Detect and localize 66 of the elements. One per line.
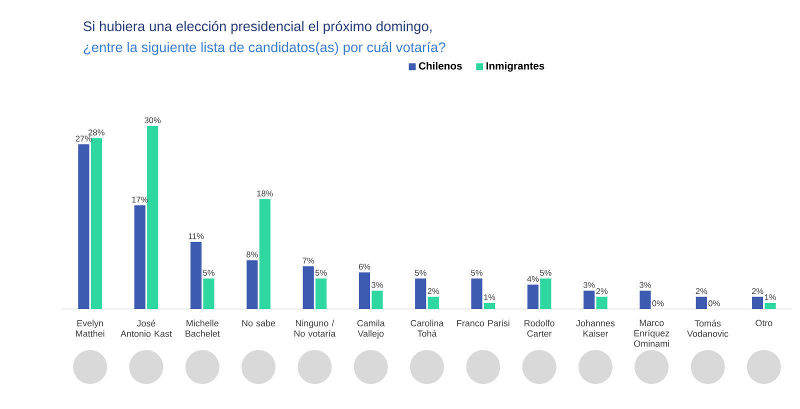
chart-subtitle: ¿entre la siguiente lista de candidatos(as) por cuál votaría?	[84, 42, 446, 55]
data-label: 1%	[764, 294, 776, 300]
x-tick-label: Michelle Bachelet	[186, 320, 220, 337]
bar	[246, 260, 258, 309]
legend-label: Inmigrantes	[486, 62, 544, 72]
x-tick-label: Otro	[756, 320, 772, 326]
bar	[372, 290, 383, 309]
data-label: 7%	[302, 258, 314, 264]
data-label: 4%	[527, 276, 539, 282]
bar	[90, 138, 102, 309]
bar	[640, 290, 651, 309]
data-label: 0%	[708, 300, 720, 306]
bar	[584, 290, 595, 309]
data-label: 2%	[752, 288, 764, 294]
bar	[471, 278, 482, 309]
x-tick-label: Ninguno / No votaría	[294, 320, 336, 337]
x-tick-label: Franco Parisi	[457, 320, 510, 326]
data-label: 1%	[484, 294, 496, 300]
x-tick-label: Johannes Kaiser	[576, 320, 615, 337]
data-label: 28%	[88, 130, 104, 136]
data-label: 0%	[652, 300, 664, 306]
data-label: 3%	[583, 282, 595, 288]
data-label: 5%	[414, 270, 426, 276]
chart-title: Si hubiera una elección presidencial el próximo domingo,	[84, 20, 432, 34]
data-label: 3%	[640, 282, 651, 288]
bar	[134, 205, 146, 309]
data-label: 2%	[596, 288, 608, 294]
x-tick-label: Camila Vallejo	[357, 320, 385, 339]
data-label: 18%	[257, 190, 273, 196]
bar	[764, 302, 776, 309]
data-label: 5%	[315, 270, 327, 276]
data-label: 3%	[372, 282, 383, 288]
x-tick-label: José Antonio Kast	[120, 320, 172, 337]
x-tick-label: Rodolfo Carter	[524, 320, 554, 337]
data-label: 27%	[76, 136, 92, 142]
data-label: 11%	[188, 233, 204, 240]
bar	[316, 278, 327, 309]
bar	[147, 126, 158, 309]
bar	[78, 144, 90, 309]
bar	[428, 296, 439, 309]
x-tick-label: Carolina Tohá	[410, 320, 444, 337]
x-tick-label: Marco Enríquez Ominami	[634, 320, 670, 347]
bar	[752, 296, 764, 309]
bar	[203, 278, 214, 309]
data-label: 5%	[540, 270, 552, 276]
bar	[259, 199, 270, 309]
bar	[596, 296, 608, 309]
data-label: 8%	[246, 252, 258, 258]
data-label: 2%	[428, 288, 440, 294]
data-label: 30%	[144, 117, 161, 124]
x-tick-label: Tomás Vodanovic	[687, 320, 728, 337]
bar	[527, 284, 538, 309]
bar	[540, 278, 552, 309]
x-tick-label: Evelyn Matthei	[76, 320, 104, 337]
bar	[190, 242, 202, 309]
data-label: 2%	[696, 288, 708, 294]
bar	[302, 266, 314, 309]
bar	[415, 278, 426, 309]
bar	[358, 272, 370, 309]
bar	[696, 296, 707, 309]
data-label: 5%	[471, 270, 483, 276]
data-label: 6%	[358, 264, 370, 270]
legend-label: Chilenos	[418, 62, 462, 70]
x-tick-label: No sabe	[242, 320, 276, 326]
data-label: 5%	[203, 270, 214, 276]
bar	[484, 302, 496, 309]
